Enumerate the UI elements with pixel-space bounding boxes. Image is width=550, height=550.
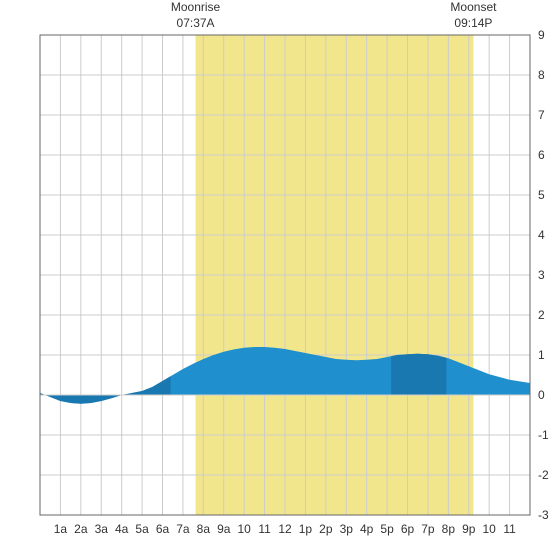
y-tick-label: -1 bbox=[538, 428, 549, 442]
moonrise-annotation: Moonrise 07:37A bbox=[166, 0, 226, 31]
moonset-label: Moonset bbox=[443, 0, 503, 16]
x-tick-label: 4a bbox=[115, 522, 129, 536]
x-tick-label: 12 bbox=[278, 522, 292, 536]
x-tick-label: 7a bbox=[176, 522, 190, 536]
x-tick-label: 2p bbox=[319, 522, 333, 536]
y-tick-label: -2 bbox=[538, 468, 549, 482]
x-tick-label: 8a bbox=[197, 522, 211, 536]
chart-svg: -3-2-101234567891a2a3a4a5a6a7a8a9a101112… bbox=[0, 0, 550, 550]
y-tick-label: 4 bbox=[538, 228, 545, 242]
x-tick-label: 1a bbox=[54, 522, 68, 536]
x-tick-label: 5a bbox=[135, 522, 149, 536]
y-tick-label: 1 bbox=[538, 348, 545, 362]
x-tick-label: 3p bbox=[340, 522, 354, 536]
x-tick-label: 9p bbox=[462, 522, 476, 536]
x-tick-label: 7p bbox=[421, 522, 435, 536]
x-tick-label: 11 bbox=[258, 522, 271, 536]
x-tick-label: 3a bbox=[95, 522, 109, 536]
x-tick-label: 6p bbox=[401, 522, 415, 536]
x-tick-label: 4p bbox=[360, 522, 374, 536]
x-tick-label: 5p bbox=[380, 522, 394, 536]
x-tick-label: 8p bbox=[442, 522, 456, 536]
y-tick-label: 7 bbox=[538, 108, 545, 122]
x-tick-label: 9a bbox=[217, 522, 231, 536]
y-tick-label: 0 bbox=[538, 388, 545, 402]
x-tick-label: 11 bbox=[503, 522, 516, 536]
y-tick-label: 6 bbox=[538, 148, 545, 162]
y-tick-label: 3 bbox=[538, 268, 545, 282]
y-tick-label: 5 bbox=[538, 188, 545, 202]
tide-chart: Moonrise 07:37A Moonset 09:14P -3-2-1012… bbox=[0, 0, 550, 550]
y-tick-label: 2 bbox=[538, 308, 545, 322]
y-tick-label: 8 bbox=[538, 68, 545, 82]
x-tick-label: 10 bbox=[482, 522, 496, 536]
moonrise-label: Moonrise bbox=[166, 0, 226, 16]
x-tick-label: 6a bbox=[156, 522, 170, 536]
y-tick-label: -3 bbox=[538, 508, 549, 522]
y-tick-label: 9 bbox=[538, 28, 545, 42]
moonset-time: 09:14P bbox=[443, 16, 503, 32]
moonset-annotation: Moonset 09:14P bbox=[443, 0, 503, 31]
x-tick-label: 2a bbox=[74, 522, 88, 536]
x-tick-label: 10 bbox=[237, 522, 251, 536]
moonrise-time: 07:37A bbox=[166, 16, 226, 32]
x-tick-label: 1p bbox=[299, 522, 313, 536]
